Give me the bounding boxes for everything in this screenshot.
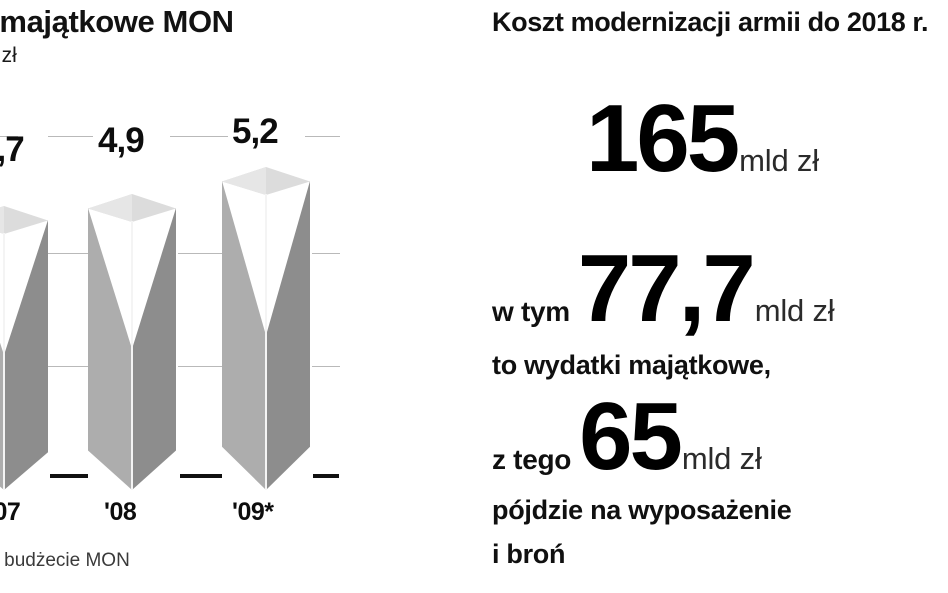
baseline-tick-3 [313, 474, 339, 478]
gridline-low-seg-b [178, 366, 223, 367]
axis-label-2009: '09* [232, 498, 274, 526]
kpi-panel: Koszt modernizacji armii do 2018 r. 165 … [474, 0, 948, 593]
gridline-mid-seg-b [178, 253, 223, 254]
bar-left-face [222, 181, 266, 490]
bar-column-2008 [88, 194, 176, 490]
kpi-row-equipment: z tego 65 mld zł [492, 383, 762, 490]
kpi-prefix-capital: w tym [492, 296, 570, 327]
bar-value-label-2009: 5,2 [232, 112, 279, 151]
kpi-number-capital: 77,7 [577, 235, 756, 342]
kpi-caption-capital: to wydatki majątkowe, [492, 350, 771, 380]
gridline-top-seg-d [305, 136, 340, 137]
gridline-low-seg-a [48, 366, 90, 367]
bar-front-edge [3, 233, 5, 490]
bar-left-face [0, 220, 4, 490]
bar-right-face [4, 220, 48, 490]
bar-front-edge [131, 221, 133, 490]
kpi-row-capital: w tym 77,7 mld zł [492, 235, 835, 342]
baseline-tick-2 [180, 474, 222, 478]
chart-axis-unit-label: mld zł [0, 44, 17, 67]
bar-left-face [88, 208, 132, 490]
bar-front-edge [265, 194, 267, 490]
axis-label-2008: '08 [104, 498, 137, 526]
kpi-unit-total: mld zł [739, 143, 819, 178]
kpi-caption-equipment-line2: i broń [492, 539, 566, 569]
gridline-top-seg-b [48, 136, 93, 137]
kpi-heading: Koszt modernizacji armii do 2018 r. [492, 7, 929, 37]
gridline-mid-seg-c [312, 253, 340, 254]
bar-value-label-2007: 4,7 [0, 130, 25, 169]
bar-right-face [266, 181, 310, 490]
kpi-unit-capital: mld zł [754, 293, 835, 328]
bar-right-face [132, 208, 176, 490]
bar-column-2007 [0, 206, 48, 490]
kpi-number-total: 165 [586, 85, 740, 192]
kpi-caption-equipment-line1: pójdzie na wyposażenie [492, 495, 792, 525]
bar-top-face [222, 167, 310, 195]
gridline-top-seg-c [170, 136, 228, 137]
bar-value-label-2008: 4,9 [98, 121, 145, 160]
kpi-row-total: 165 mld zł [586, 85, 819, 192]
chart-title: ydatki majątkowe MON [0, 4, 234, 39]
bar-column-2009 [222, 167, 310, 490]
bar-top-face [0, 206, 48, 234]
bar-top-face [88, 194, 176, 222]
gridline-mid-seg-a [48, 253, 90, 254]
gridline-low-seg-c [312, 366, 340, 367]
gridline-top-seg-a [0, 136, 18, 137]
kpi-prefix-equipment: z tego [492, 444, 572, 475]
kpi-number-equipment: 65 [579, 383, 683, 490]
baseline-tick-1 [50, 474, 88, 478]
chart-footnote: rdzonym budżecie MON [0, 550, 130, 571]
chart-plot-area: 4,7 4,9 5,2 '07 '08 '09* [0, 112, 380, 526]
chart-panel: ydatki majątkowe MON mld zł [0, 4, 380, 571]
kpi-unit-equipment: mld zł [681, 441, 762, 476]
axis-label-2007: '07 [0, 498, 21, 526]
